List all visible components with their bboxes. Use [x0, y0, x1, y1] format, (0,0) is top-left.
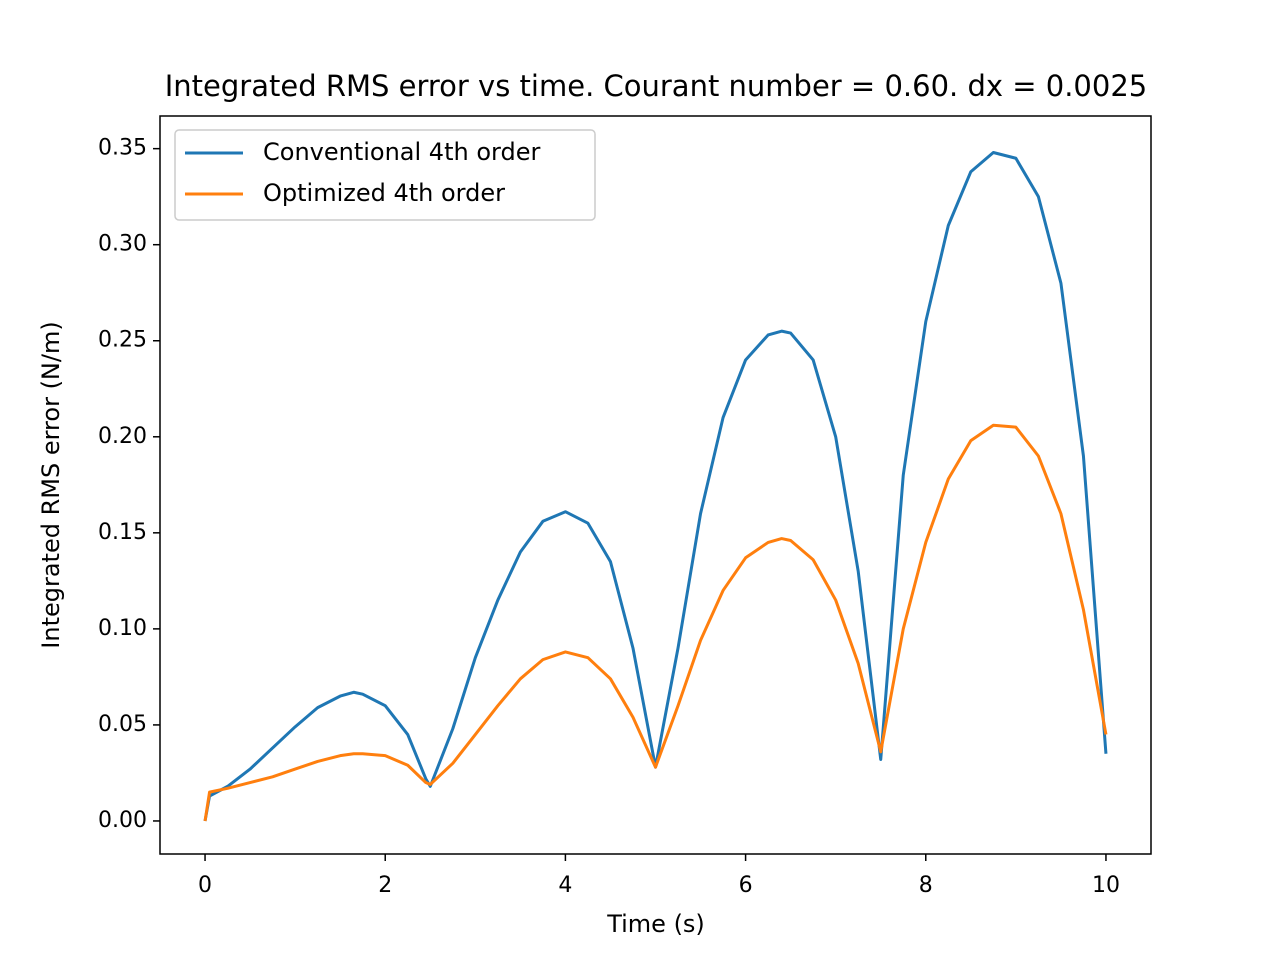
x-tick-label: 8 — [919, 873, 933, 898]
y-tick-label: 0.25 — [98, 328, 147, 353]
plot-frame — [159, 115, 1152, 855]
legend-box — [174, 129, 596, 221]
y-axis-label: Integrated RMS error (N/m) — [37, 321, 65, 648]
y-tick-label: 0.30 — [98, 232, 147, 257]
x-tick-label: 6 — [739, 873, 753, 898]
legend-label: Conventional 4th order — [263, 138, 540, 166]
y-tick-label: 0.15 — [98, 520, 147, 545]
y-tick-label: 0.35 — [98, 136, 147, 161]
y-tick-label: 0.05 — [98, 712, 147, 737]
y-tick-label: 0.20 — [98, 424, 147, 449]
y-tick-label: 0.00 — [98, 808, 147, 833]
x-axis-label: Time (s) — [606, 910, 705, 938]
x-tick-label: 0 — [198, 873, 212, 898]
line-series — [203, 150, 1108, 822]
x-tick-label: 10 — [1092, 873, 1120, 898]
line-series — [203, 423, 1108, 822]
chart-title: Integrated RMS error vs time. Courant nu… — [165, 69, 1148, 103]
x-tick-label: 2 — [378, 873, 392, 898]
legend-label: Optimized 4th order — [263, 179, 505, 207]
x-tick-label: 4 — [558, 873, 572, 898]
y-tick-label: 0.10 — [98, 616, 147, 641]
